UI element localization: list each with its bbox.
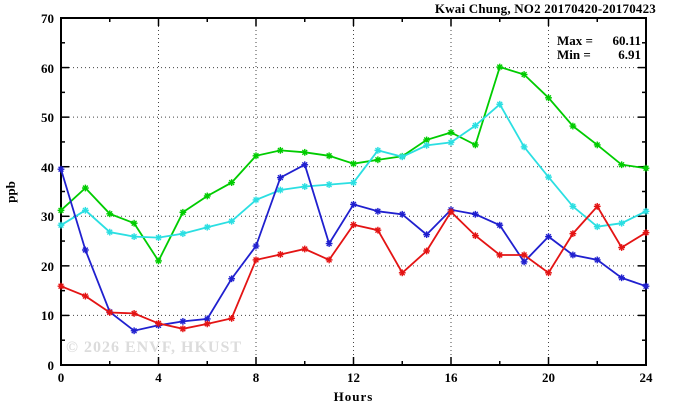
y-tick-label: 10 bbox=[41, 308, 54, 324]
min-row: Min = 6.91 bbox=[557, 48, 641, 62]
y-tick-label: 70 bbox=[41, 11, 54, 26]
x-tick-label: 24 bbox=[639, 370, 653, 385]
y-tick-label: 40 bbox=[41, 159, 54, 175]
x-axis-label: Hours bbox=[333, 389, 374, 404]
x-tick-label: 12 bbox=[347, 370, 360, 385]
chart-title: Kwai Chung, NO2 20170420-20170423 bbox=[434, 1, 656, 16]
max-row: Max = 60.11 bbox=[557, 34, 641, 48]
x-tick-label: 0 bbox=[57, 370, 65, 385]
y-tick-label: 20 bbox=[41, 258, 54, 274]
y-tick-label: 0 bbox=[47, 358, 55, 373]
y-tick-label: 50 bbox=[41, 110, 54, 126]
y-tick-label: 30 bbox=[41, 209, 54, 225]
x-tick-label: 20 bbox=[542, 370, 555, 385]
x-tick-label: 16 bbox=[444, 370, 458, 385]
x-tick-label: 8 bbox=[252, 370, 260, 385]
max-label: Max = bbox=[557, 33, 593, 48]
max-min-annotation: Max = 60.11 Min = 6.91 bbox=[557, 34, 641, 62]
y-tick-label: 60 bbox=[41, 60, 54, 76]
min-label: Min = bbox=[557, 47, 591, 62]
watermark: © 2026 ENVF, HKUST bbox=[66, 339, 243, 356]
max-value: 60.11 bbox=[612, 33, 641, 48]
min-value: 6.91 bbox=[618, 47, 641, 62]
x-tick-label: 4 bbox=[155, 370, 162, 385]
